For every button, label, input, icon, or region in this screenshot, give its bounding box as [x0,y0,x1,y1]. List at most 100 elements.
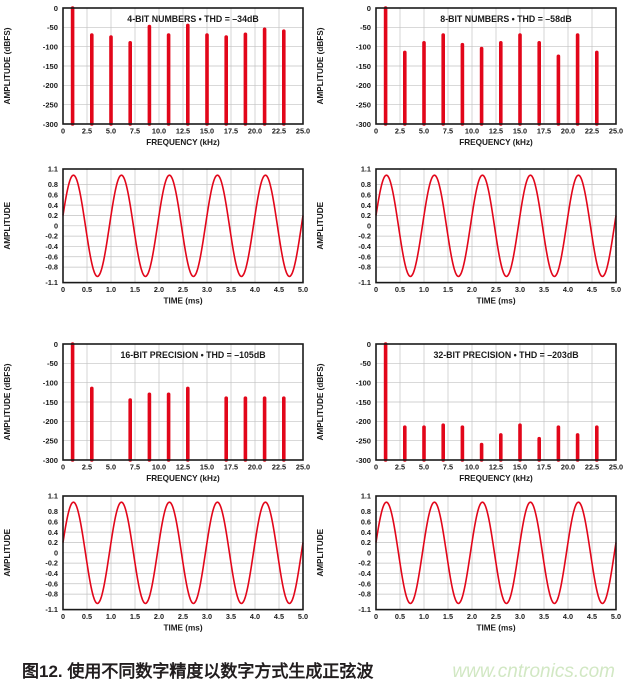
svg-text:0.5: 0.5 [82,612,92,621]
svg-text:1.5: 1.5 [130,612,140,621]
svg-text:-100: -100 [43,42,58,51]
svg-text:-0.8: -0.8 [45,590,58,599]
svg-text:5.0: 5.0 [298,285,308,294]
svg-text:3.0: 3.0 [202,285,212,294]
svg-text:17.5: 17.5 [537,463,551,472]
svg-text:5.0: 5.0 [611,612,621,621]
svg-text:15.0: 15.0 [200,463,214,472]
svg-text:4.5: 4.5 [274,285,284,294]
svg-text:0.5: 0.5 [82,285,92,294]
svg-text:0.8: 0.8 [361,180,371,189]
svg-text:2.5: 2.5 [82,127,92,136]
svg-text:32-BIT PRECISION • THD = –203d: 32-BIT PRECISION • THD = –203dB [433,350,578,360]
svg-text:-50: -50 [47,359,58,368]
svg-text:-200: -200 [356,417,371,426]
svg-text:FREQUENCY (kHz): FREQUENCY (kHz) [146,138,220,147]
svg-text:22.5: 22.5 [272,127,286,136]
svg-text:1.5: 1.5 [443,612,453,621]
svg-text:0.6: 0.6 [48,190,58,199]
svg-text:2.5: 2.5 [395,127,405,136]
svg-text:12.5: 12.5 [176,127,190,136]
svg-text:3.5: 3.5 [226,612,236,621]
svg-text:0.8: 0.8 [361,507,371,516]
svg-text:5.0: 5.0 [106,463,116,472]
svg-text:-0.2: -0.2 [45,232,58,241]
svg-text:3.5: 3.5 [539,612,549,621]
svg-text:12.5: 12.5 [489,463,503,472]
svg-text:-1.1: -1.1 [358,605,371,614]
svg-text:-0.6: -0.6 [45,579,58,588]
svg-text:2.0: 2.0 [154,285,164,294]
svg-text:AMPLITUDE (dBFS): AMPLITUDE (dBFS) [316,27,325,104]
svg-text:-1.1: -1.1 [45,278,58,287]
svg-text:-200: -200 [43,81,58,90]
svg-text:-300: -300 [356,120,371,129]
svg-text:-250: -250 [43,436,58,445]
svg-text:25.0: 25.0 [609,463,623,472]
svg-text:2.5: 2.5 [491,612,501,621]
svg-text:-150: -150 [43,62,58,71]
svg-text:22.5: 22.5 [585,463,599,472]
svg-text:1.0: 1.0 [106,285,116,294]
svg-text:TIME (ms): TIME (ms) [476,297,515,306]
svg-text:7.5: 7.5 [443,127,453,136]
svg-text:1.1: 1.1 [361,492,371,501]
svg-text:3.0: 3.0 [515,612,525,621]
svg-text:-0.8: -0.8 [358,263,371,272]
svg-text:1.1: 1.1 [48,492,58,501]
svg-text:20.0: 20.0 [248,127,262,136]
svg-text:-200: -200 [356,81,371,90]
svg-text:17.5: 17.5 [224,127,238,136]
svg-text:0.5: 0.5 [395,285,405,294]
svg-text:15.0: 15.0 [513,127,527,136]
svg-text:-0.2: -0.2 [45,559,58,568]
svg-text:22.5: 22.5 [272,463,286,472]
svg-text:12.5: 12.5 [489,127,503,136]
svg-text:0.2: 0.2 [48,211,58,220]
svg-text:0: 0 [54,340,58,349]
svg-text:1.5: 1.5 [130,285,140,294]
svg-text:0.4: 0.4 [361,528,372,537]
svg-text:4.0: 4.0 [563,612,573,621]
svg-text:AMPLITUDE (dBFS): AMPLITUDE (dBFS) [316,363,325,440]
svg-text:0.4: 0.4 [48,201,59,210]
svg-text:AMPLITUDE (dBFS): AMPLITUDE (dBFS) [3,363,12,440]
svg-text:22.5: 22.5 [585,127,599,136]
svg-text:0.2: 0.2 [361,211,371,220]
svg-text:1.1: 1.1 [48,165,58,174]
svg-text:0: 0 [367,221,371,230]
svg-text:0.8: 0.8 [48,507,58,516]
svg-text:0: 0 [54,4,58,13]
svg-text:-0.4: -0.4 [45,242,59,251]
svg-text:-200: -200 [43,417,58,426]
svg-text:-300: -300 [356,456,371,465]
svg-text:AMPLITUDE: AMPLITUDE [316,201,325,249]
svg-text:7.5: 7.5 [130,127,140,136]
svg-text:20.0: 20.0 [248,463,262,472]
svg-text:0: 0 [374,612,378,621]
svg-text:10.0: 10.0 [152,127,166,136]
svg-text:-0.8: -0.8 [45,263,58,272]
svg-text:4-BIT NUMBERS • THD = –34dB: 4-BIT NUMBERS • THD = –34dB [127,14,258,24]
svg-text:7.5: 7.5 [130,463,140,472]
svg-text:-100: -100 [43,378,58,387]
svg-text:0.8: 0.8 [48,180,58,189]
svg-text:-0.2: -0.2 [358,232,371,241]
svg-text:1.1: 1.1 [361,165,371,174]
svg-text:-0.4: -0.4 [45,569,59,578]
svg-text:5.0: 5.0 [419,127,429,136]
svg-text:1.0: 1.0 [419,612,429,621]
svg-text:12.5: 12.5 [176,463,190,472]
svg-text:2.0: 2.0 [467,285,477,294]
svg-text:-150: -150 [43,398,58,407]
svg-text:0: 0 [374,127,378,136]
svg-text:0: 0 [61,612,65,621]
svg-text:15.0: 15.0 [200,127,214,136]
svg-text:-0.6: -0.6 [45,252,58,261]
svg-text:3.5: 3.5 [226,285,236,294]
svg-text:4.0: 4.0 [250,285,260,294]
svg-text:7.5: 7.5 [443,463,453,472]
svg-text:3.0: 3.0 [515,285,525,294]
svg-text:3.5: 3.5 [539,285,549,294]
svg-text:0: 0 [374,463,378,472]
